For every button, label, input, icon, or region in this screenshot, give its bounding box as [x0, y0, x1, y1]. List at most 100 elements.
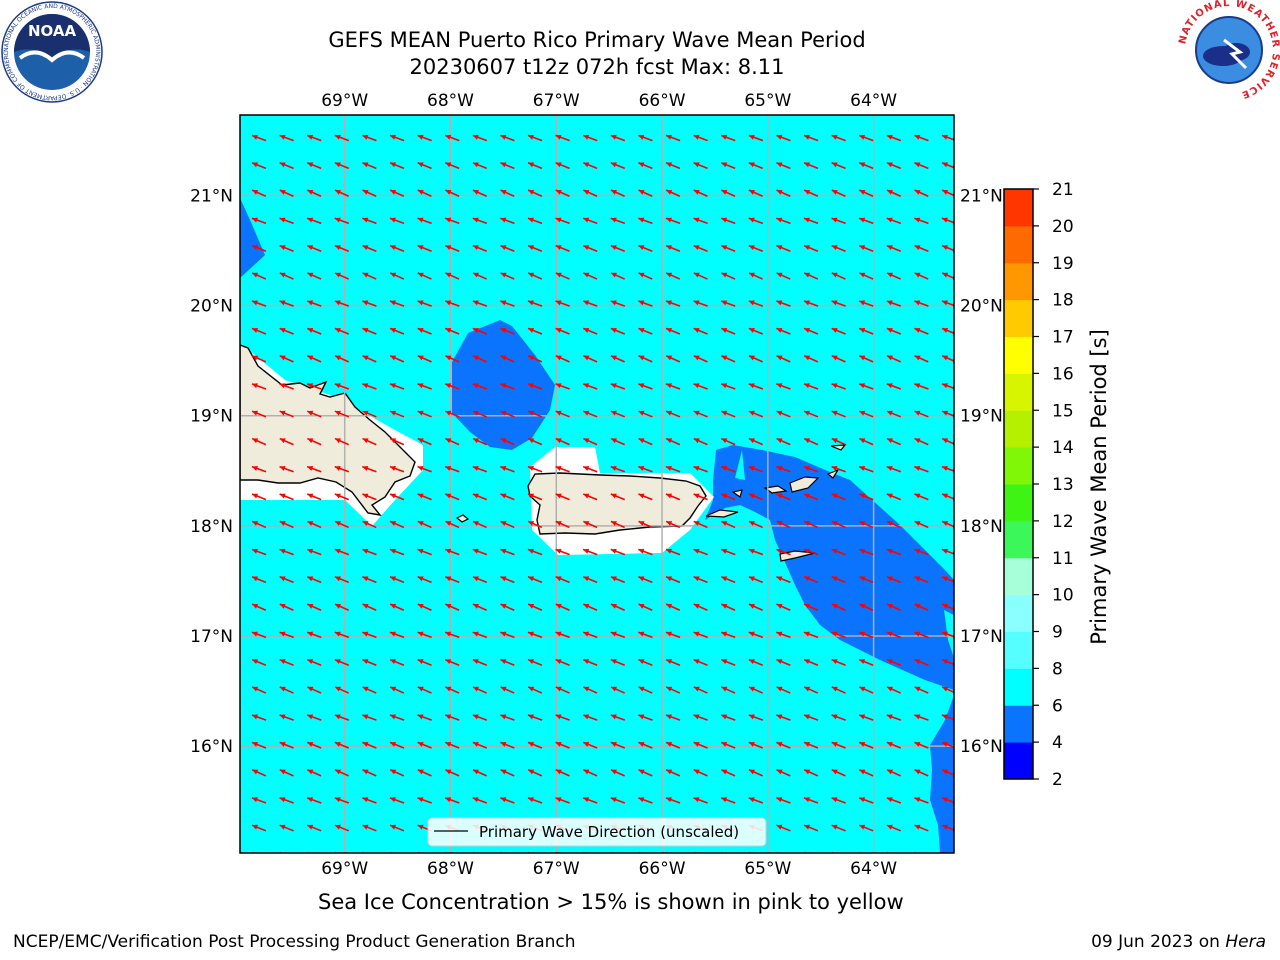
- wave-arrow: [665, 658, 681, 666]
- wave-arrow: [362, 410, 377, 418]
- wave-arrow: [886, 272, 901, 280]
- wave-arrow: [362, 741, 377, 749]
- wave-arrow: [527, 437, 543, 446]
- wave-arrow: [417, 244, 432, 252]
- wave-arrow: [610, 327, 626, 335]
- wave-arrow: [500, 465, 515, 473]
- wave-arrow: [610, 217, 626, 225]
- wave-arrow: [279, 272, 294, 280]
- wave-arrow: [334, 797, 350, 804]
- wave-arrow: [417, 327, 432, 335]
- wave-arrow: [748, 548, 764, 556]
- wave-arrow: [748, 493, 764, 501]
- wave-arrow: [859, 437, 874, 446]
- wave-arrow: [417, 134, 432, 142]
- wave-arrow: [279, 437, 294, 446]
- wave-arrow: [334, 824, 350, 832]
- period-contour-northwest: [240, 198, 265, 278]
- wave-arrow: [306, 217, 322, 225]
- wave-arrow: [251, 355, 267, 363]
- lon-label-top: 69°W: [321, 91, 368, 111]
- colorbar-tick-label: 10: [1052, 586, 1074, 606]
- wave-arrow: [693, 465, 708, 473]
- wave-arrow: [389, 769, 405, 777]
- wave-arrow: [417, 631, 432, 639]
- wave-arrow: [472, 437, 487, 446]
- wave-arrow: [362, 189, 377, 197]
- wave-arrow: [886, 714, 902, 721]
- wave-arrow: [307, 769, 322, 777]
- wave-arrow: [914, 465, 929, 473]
- wave-arrow: [444, 217, 460, 225]
- wave-arrow: [306, 824, 322, 832]
- wave-arrow: [445, 189, 460, 197]
- wave-arrow: [472, 189, 487, 197]
- lon-label-bottom: 65°W: [744, 859, 791, 879]
- wave-arrow: [362, 520, 377, 529]
- wave-arrow: [279, 548, 294, 556]
- map-frame: [239, 114, 955, 854]
- wave-arrow: [776, 162, 791, 170]
- wave-arrow: [555, 162, 570, 170]
- wave-arrow: [831, 797, 846, 804]
- wave-arrow: [555, 493, 570, 501]
- wave-arrow: [472, 244, 488, 252]
- wave-arrow: [362, 631, 377, 639]
- wave-arrow: [914, 658, 929, 666]
- wave-arrow: [803, 244, 819, 252]
- wave-arrow: [500, 520, 515, 529]
- wave-arrow: [831, 686, 846, 694]
- wave-arrow: [803, 162, 819, 170]
- wave-arrow: [527, 603, 543, 611]
- wave-arrow: [610, 189, 625, 197]
- wave-arrow: [555, 686, 570, 694]
- wave-arrow: [334, 244, 350, 252]
- lon-label-bottom: 68°W: [427, 859, 474, 879]
- wave-arrow: [334, 410, 350, 418]
- wave-arrow: [693, 355, 708, 363]
- wave-arrow: [279, 658, 294, 666]
- wave-arrow: [251, 272, 267, 280]
- wave-arrow: [583, 520, 598, 529]
- wave-arrow: [803, 603, 819, 611]
- wave-arrow: [803, 714, 819, 721]
- wave-arrow: [251, 244, 267, 252]
- wave-arrow: [721, 189, 736, 197]
- wave-arrow: [803, 300, 819, 307]
- wave-arrow: [776, 465, 791, 473]
- wave-arrow: [831, 383, 846, 390]
- wave-arrow: [886, 603, 901, 611]
- wave-arrow: [748, 189, 763, 197]
- wave-arrow: [279, 355, 294, 363]
- wave-arrow: [500, 410, 515, 418]
- wave-arrow: [776, 493, 791, 501]
- colorbar-tick-label: 19: [1052, 254, 1074, 274]
- wave-arrow: [279, 300, 294, 307]
- wave-arrow: [362, 658, 377, 666]
- wave-arrow: [500, 797, 515, 804]
- colorbar-segment: [1004, 668, 1033, 706]
- land-st-john-tortola: [789, 476, 820, 493]
- wave-arrow: [914, 520, 929, 529]
- wave-arrow: [279, 410, 294, 418]
- wave-arrow: [582, 576, 598, 584]
- wave-arrow: [251, 548, 267, 556]
- wave-arrow: [831, 355, 846, 363]
- lat-label-right: 21°N: [960, 186, 1003, 206]
- wave-arrow: [417, 410, 432, 418]
- lon-labels-bottom: 69°W 68°W 67°W 66°W 65°W 64°W: [321, 859, 897, 879]
- colorbar-tick-label: 6: [1052, 696, 1063, 716]
- wave-arrow: [831, 189, 846, 197]
- wave-arrow: [279, 824, 294, 832]
- wave-arrow: [665, 631, 681, 639]
- wave-arrow: [307, 603, 322, 611]
- wave-arrow: [776, 189, 791, 197]
- wave-arrow: [472, 603, 487, 611]
- wave-arrow: [665, 465, 681, 473]
- wave-arrow: [776, 300, 791, 307]
- wave-arrow: [831, 437, 846, 446]
- wave-arrow: [610, 769, 625, 777]
- wave-arrow: [693, 741, 708, 749]
- lon-label-top: 68°W: [427, 91, 474, 111]
- wave-arrow: [334, 272, 349, 280]
